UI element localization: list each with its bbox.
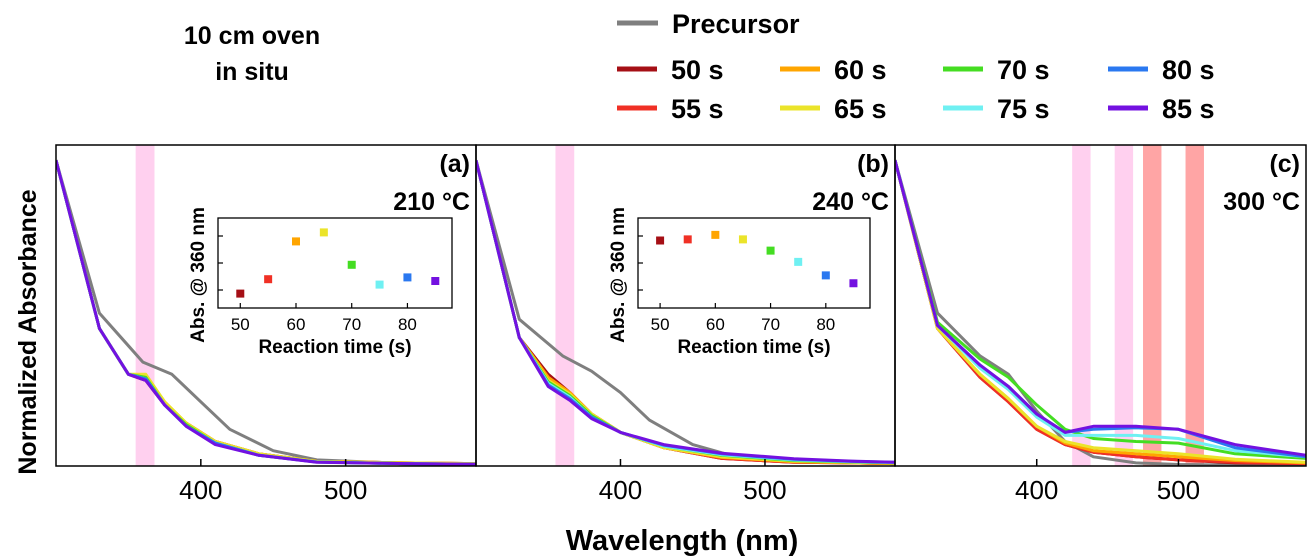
highlight-band (555, 145, 575, 466)
inset-point-70s (766, 246, 775, 255)
legend-label-70s: 70 s (997, 55, 1050, 85)
legend-label-85s: 85 s (1162, 94, 1215, 124)
inset-point-55s (683, 235, 692, 244)
series-line-65s (895, 159, 1306, 464)
inset-point-70s (347, 260, 356, 269)
x-tick-label: 500 (324, 475, 367, 505)
series-line-75s (895, 159, 1306, 459)
inset-y-label: Abs. @ 360 nm (188, 207, 209, 343)
highlight-band (1114, 145, 1134, 466)
inset-point-60s (292, 237, 300, 246)
inset-x-tick-label: 80 (398, 315, 417, 334)
inset-x-tick-label: 70 (761, 315, 780, 334)
panel-label: (a) (439, 150, 470, 178)
inset-point-65s (738, 235, 747, 244)
inset-plot: 50 60 70 80 Reaction time (s) Abs. @ 360 nm (608, 207, 871, 358)
legend-label-80s: 80 s (1162, 55, 1215, 85)
panel-label: (c) (1269, 150, 1300, 178)
highlight-band (1143, 145, 1162, 466)
inset-point-55s (264, 275, 273, 284)
inset-y-label: Abs. @ 360 nm (608, 207, 629, 343)
panel-temperature: 300 °C (1223, 188, 1300, 216)
inset-frame (637, 217, 871, 309)
legend-label-60s: 60 s (834, 55, 887, 85)
inset-x-label: Reaction time (s) (258, 337, 411, 358)
panel-temperature: 210 °C (393, 188, 470, 216)
inset-plot: 50 60 70 80 Reaction time (s) Abs. @ 360 nm (188, 207, 453, 358)
legend: Precursor 50 s 60 s 70 s 80 s 55 s 65 s 75 s 85 … (617, 9, 1215, 124)
inset-point-85s (849, 279, 858, 288)
panel-c: 400 500 (c) 300 °C (894, 144, 1307, 505)
inset-point-60s (711, 230, 720, 239)
inset-point-80s (403, 273, 412, 282)
inset-x-tick-label: 60 (287, 315, 306, 334)
inset-x-tick-label: 60 (706, 315, 725, 334)
plot-frame (894, 144, 1307, 467)
y-axis-label: Normalized Absorbance (14, 189, 42, 474)
legend-label-precursor: Precursor (672, 9, 800, 39)
inset-point-80s (821, 271, 830, 280)
inset-point-65s (319, 228, 328, 237)
x-tick-label: 500 (1157, 475, 1200, 505)
x-tick-label: 500 (743, 475, 786, 505)
corner-note-line-2: in situ (215, 58, 289, 86)
panel-b: 400 500 (b) 240 °C 50 60 70 80 Reaction time (s)… (475, 144, 896, 505)
inset-point-50s (656, 236, 665, 245)
legend-label-50s: 50 s (671, 55, 724, 85)
inset-frame (217, 217, 453, 309)
highlight-band (1185, 145, 1204, 466)
panel-a: 400 500 (a) 210 °C 50 60 70 80 Reaction time (s)… (55, 144, 477, 505)
inset-point-75s (794, 257, 803, 266)
series-line-70s (895, 159, 1306, 460)
panel-temperature: 240 °C (812, 188, 889, 216)
legend-label-75s: 75 s (997, 94, 1050, 124)
corner-note-line-1: 10 cm oven (184, 22, 320, 50)
legend-label-65s: 65 s (834, 94, 887, 124)
series-line-85s (476, 159, 895, 464)
inset-point-75s (375, 280, 384, 289)
inset-x-tick-label: 50 (651, 315, 670, 334)
inset-x-tick-label: 50 (231, 315, 250, 334)
legend-label-55s: 55 s (671, 94, 724, 124)
x-tick-label: 400 (179, 475, 222, 505)
inset-point-85s (431, 277, 440, 285)
inset-x-label: Reaction time (s) (677, 337, 830, 358)
x-tick-label: 400 (599, 475, 642, 505)
series-line-85s (895, 159, 1306, 457)
inset-x-tick-label: 70 (342, 315, 361, 334)
x-axis-label: Wavelength (nm) (566, 525, 799, 557)
highlight-band (1072, 145, 1091, 466)
inset-point-50s (236, 289, 245, 298)
panel-label: (b) (857, 150, 889, 178)
highlight-band (135, 145, 155, 466)
inset-x-tick-label: 80 (816, 315, 835, 334)
x-tick-label: 400 (1015, 475, 1058, 505)
